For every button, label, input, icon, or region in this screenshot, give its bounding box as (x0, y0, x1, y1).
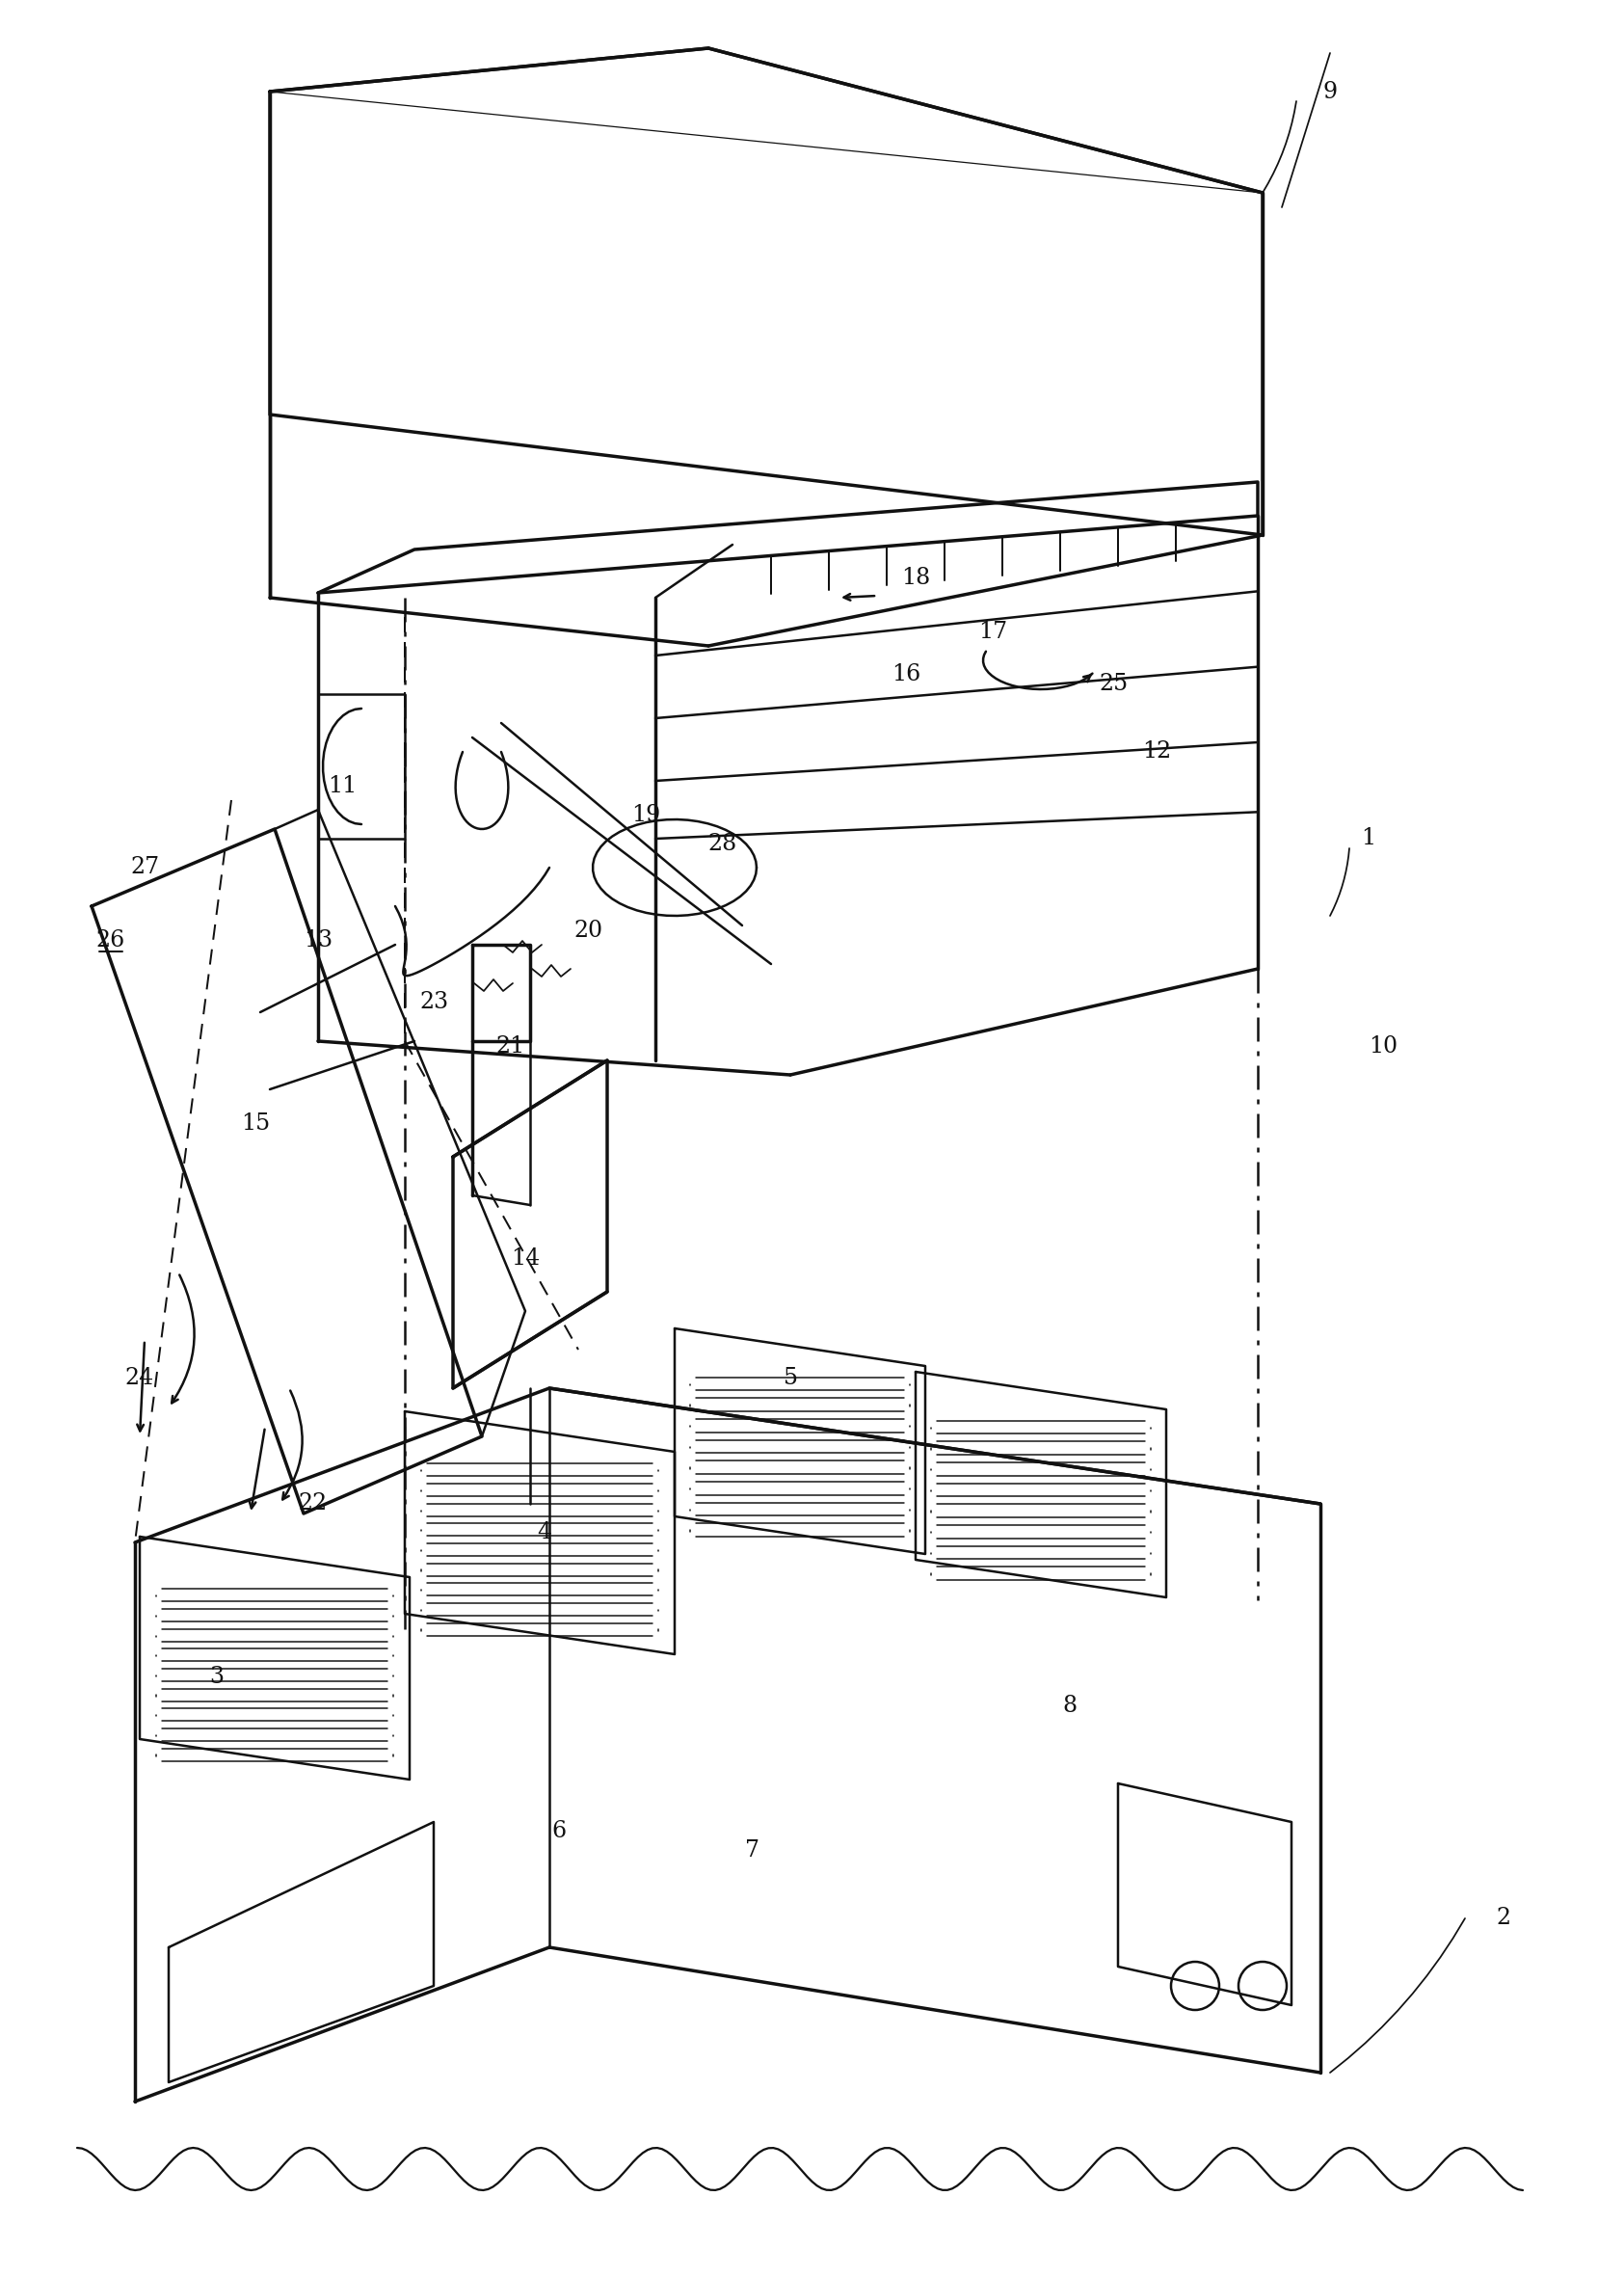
Text: 18: 18 (901, 567, 931, 590)
Text: 20: 20 (573, 920, 603, 940)
Text: 24: 24 (125, 1368, 154, 1389)
Text: 19: 19 (632, 804, 661, 827)
Text: 23: 23 (419, 990, 448, 1013)
Text: 25: 25 (1099, 674, 1127, 694)
Text: 17: 17 (978, 619, 1007, 642)
Text: 1: 1 (1361, 827, 1376, 849)
Text: 6: 6 (552, 1822, 567, 1842)
Text: 9: 9 (1324, 80, 1337, 102)
Text: 12: 12 (1142, 740, 1171, 763)
Text: 7: 7 (744, 1840, 758, 1863)
Text: 5: 5 (783, 1368, 797, 1389)
Text: 8: 8 (1062, 1694, 1077, 1717)
Text: 10: 10 (1369, 1034, 1398, 1057)
Text: 22: 22 (299, 1494, 328, 1514)
Text: 21: 21 (497, 1034, 526, 1057)
Text: 27: 27 (130, 856, 159, 879)
Text: 16: 16 (892, 663, 921, 685)
Text: 28: 28 (708, 833, 737, 854)
Text: 15: 15 (240, 1111, 270, 1134)
Text: 2: 2 (1496, 1908, 1510, 1929)
Text: 14: 14 (510, 1248, 539, 1268)
Text: 11: 11 (328, 774, 357, 797)
Text: 13: 13 (304, 929, 333, 952)
Text: 26: 26 (96, 929, 125, 952)
Text: 4: 4 (538, 1521, 552, 1544)
Text: 3: 3 (209, 1667, 224, 1690)
